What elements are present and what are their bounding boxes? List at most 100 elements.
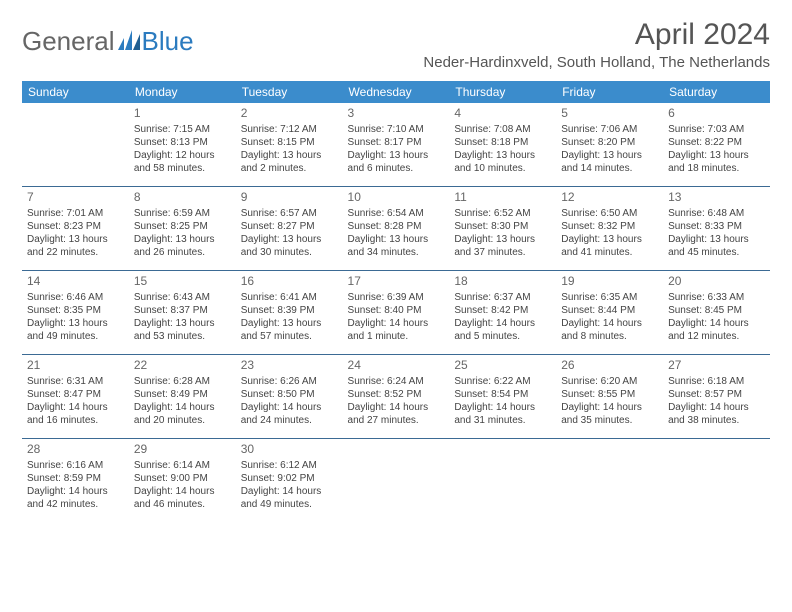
day-number: 18: [454, 274, 551, 290]
day-number: 16: [241, 274, 338, 290]
calendar-cell: 26Sunrise: 6:20 AMSunset: 8:55 PMDayligh…: [556, 355, 663, 439]
daylight-text: Daylight: 14 hours and 38 minutes.: [668, 401, 765, 427]
sunrise-text: Sunrise: 6:50 AM: [561, 207, 658, 220]
sunrise-text: Sunrise: 7:03 AM: [668, 123, 765, 136]
sunset-text: Sunset: 8:57 PM: [668, 388, 765, 401]
daylight-text: Daylight: 13 hours and 57 minutes.: [241, 317, 338, 343]
sunset-text: Sunset: 8:37 PM: [134, 304, 231, 317]
day-number: 6: [668, 106, 765, 122]
calendar-cell: 22Sunrise: 6:28 AMSunset: 8:49 PMDayligh…: [129, 355, 236, 439]
daylight-text: Daylight: 12 hours and 58 minutes.: [134, 149, 231, 175]
sunrise-text: Sunrise: 6:20 AM: [561, 375, 658, 388]
sunrise-text: Sunrise: 6:43 AM: [134, 291, 231, 304]
day-number: 2: [241, 106, 338, 122]
daylight-text: Daylight: 13 hours and 2 minutes.: [241, 149, 338, 175]
daylight-text: Daylight: 14 hours and 5 minutes.: [454, 317, 551, 343]
daylight-text: Daylight: 13 hours and 45 minutes.: [668, 233, 765, 259]
day-number: 17: [348, 274, 445, 290]
daylight-text: Daylight: 13 hours and 34 minutes.: [348, 233, 445, 259]
daylight-text: Daylight: 14 hours and 31 minutes.: [454, 401, 551, 427]
calendar-cell: 28Sunrise: 6:16 AMSunset: 8:59 PMDayligh…: [22, 439, 129, 523]
day-number: 8: [134, 190, 231, 206]
sunrise-text: Sunrise: 6:33 AM: [668, 291, 765, 304]
location-subtitle: Neder-Hardinxveld, South Holland, The Ne…: [423, 54, 770, 71]
day-number: 30: [241, 442, 338, 458]
sunrise-text: Sunrise: 6:12 AM: [241, 459, 338, 472]
sunrise-text: Sunrise: 6:16 AM: [27, 459, 124, 472]
calendar-cell: 23Sunrise: 6:26 AMSunset: 8:50 PMDayligh…: [236, 355, 343, 439]
calendar-cell: 21Sunrise: 6:31 AMSunset: 8:47 PMDayligh…: [22, 355, 129, 439]
day-number: 21: [27, 358, 124, 374]
daylight-text: Daylight: 13 hours and 18 minutes.: [668, 149, 765, 175]
day-number: 10: [348, 190, 445, 206]
calendar-cell: 6Sunrise: 7:03 AMSunset: 8:22 PMDaylight…: [663, 103, 770, 187]
day-number: 26: [561, 358, 658, 374]
sunrise-text: Sunrise: 6:26 AM: [241, 375, 338, 388]
sunset-text: Sunset: 9:02 PM: [241, 472, 338, 485]
calendar-cell: 1Sunrise: 7:15 AMSunset: 8:13 PMDaylight…: [129, 103, 236, 187]
sunrise-text: Sunrise: 6:31 AM: [27, 375, 124, 388]
sunset-text: Sunset: 8:25 PM: [134, 220, 231, 233]
weekday-header: Sunday: [22, 81, 129, 103]
sunset-text: Sunset: 8:27 PM: [241, 220, 338, 233]
calendar-cell: [22, 103, 129, 187]
day-number: 29: [134, 442, 231, 458]
day-number: 3: [348, 106, 445, 122]
sunrise-text: Sunrise: 6:24 AM: [348, 375, 445, 388]
logo-text-2: Blue: [142, 26, 194, 57]
sunrise-text: Sunrise: 6:18 AM: [668, 375, 765, 388]
calendar-cell: 25Sunrise: 6:22 AMSunset: 8:54 PMDayligh…: [449, 355, 556, 439]
calendar-cell: 19Sunrise: 6:35 AMSunset: 8:44 PMDayligh…: [556, 271, 663, 355]
sunset-text: Sunset: 8:47 PM: [27, 388, 124, 401]
daylight-text: Daylight: 13 hours and 14 minutes.: [561, 149, 658, 175]
day-number: 22: [134, 358, 231, 374]
sunrise-text: Sunrise: 6:14 AM: [134, 459, 231, 472]
sunset-text: Sunset: 8:44 PM: [561, 304, 658, 317]
sunrise-text: Sunrise: 6:46 AM: [27, 291, 124, 304]
calendar-cell: [556, 439, 663, 523]
day-number: 25: [454, 358, 551, 374]
weekday-header: Monday: [129, 81, 236, 103]
calendar-cell: 9Sunrise: 6:57 AMSunset: 8:27 PMDaylight…: [236, 187, 343, 271]
day-number: 7: [27, 190, 124, 206]
sunset-text: Sunset: 8:22 PM: [668, 136, 765, 149]
sunset-text: Sunset: 8:49 PM: [134, 388, 231, 401]
sunset-text: Sunset: 8:59 PM: [27, 472, 124, 485]
sunset-text: Sunset: 8:20 PM: [561, 136, 658, 149]
calendar-cell: 11Sunrise: 6:52 AMSunset: 8:30 PMDayligh…: [449, 187, 556, 271]
calendar-cell: [449, 439, 556, 523]
header: General Blue April 2024 Neder-Hardinxvel…: [22, 18, 770, 75]
daylight-text: Daylight: 13 hours and 26 minutes.: [134, 233, 231, 259]
sunrise-text: Sunrise: 7:01 AM: [27, 207, 124, 220]
sunrise-text: Sunrise: 6:37 AM: [454, 291, 551, 304]
daylight-text: Daylight: 14 hours and 49 minutes.: [241, 485, 338, 511]
calendar-cell: 8Sunrise: 6:59 AMSunset: 8:25 PMDaylight…: [129, 187, 236, 271]
day-number: 24: [348, 358, 445, 374]
daylight-text: Daylight: 13 hours and 41 minutes.: [561, 233, 658, 259]
sunset-text: Sunset: 8:42 PM: [454, 304, 551, 317]
weekday-header: Thursday: [449, 81, 556, 103]
weekday-header: Tuesday: [236, 81, 343, 103]
calendar-cell: 12Sunrise: 6:50 AMSunset: 8:32 PMDayligh…: [556, 187, 663, 271]
calendar-cell: 15Sunrise: 6:43 AMSunset: 8:37 PMDayligh…: [129, 271, 236, 355]
daylight-text: Daylight: 13 hours and 49 minutes.: [27, 317, 124, 343]
sunset-text: Sunset: 8:23 PM: [27, 220, 124, 233]
calendar-cell: 10Sunrise: 6:54 AMSunset: 8:28 PMDayligh…: [343, 187, 450, 271]
calendar-cell: 17Sunrise: 6:39 AMSunset: 8:40 PMDayligh…: [343, 271, 450, 355]
brand-logo: General Blue: [22, 26, 194, 57]
sunrise-text: Sunrise: 6:28 AM: [134, 375, 231, 388]
calendar-cell: 16Sunrise: 6:41 AMSunset: 8:39 PMDayligh…: [236, 271, 343, 355]
calendar-cell: 27Sunrise: 6:18 AMSunset: 8:57 PMDayligh…: [663, 355, 770, 439]
calendar-cell: [663, 439, 770, 523]
weekday-header: Saturday: [663, 81, 770, 103]
daylight-text: Daylight: 13 hours and 22 minutes.: [27, 233, 124, 259]
sunrise-text: Sunrise: 6:52 AM: [454, 207, 551, 220]
sunset-text: Sunset: 8:50 PM: [241, 388, 338, 401]
sunset-text: Sunset: 8:40 PM: [348, 304, 445, 317]
logo-text-1: General: [22, 26, 115, 57]
calendar-cell: 2Sunrise: 7:12 AMSunset: 8:15 PMDaylight…: [236, 103, 343, 187]
sunset-text: Sunset: 8:32 PM: [561, 220, 658, 233]
calendar-cell: 18Sunrise: 6:37 AMSunset: 8:42 PMDayligh…: [449, 271, 556, 355]
sunset-text: Sunset: 8:39 PM: [241, 304, 338, 317]
daylight-text: Daylight: 13 hours and 6 minutes.: [348, 149, 445, 175]
